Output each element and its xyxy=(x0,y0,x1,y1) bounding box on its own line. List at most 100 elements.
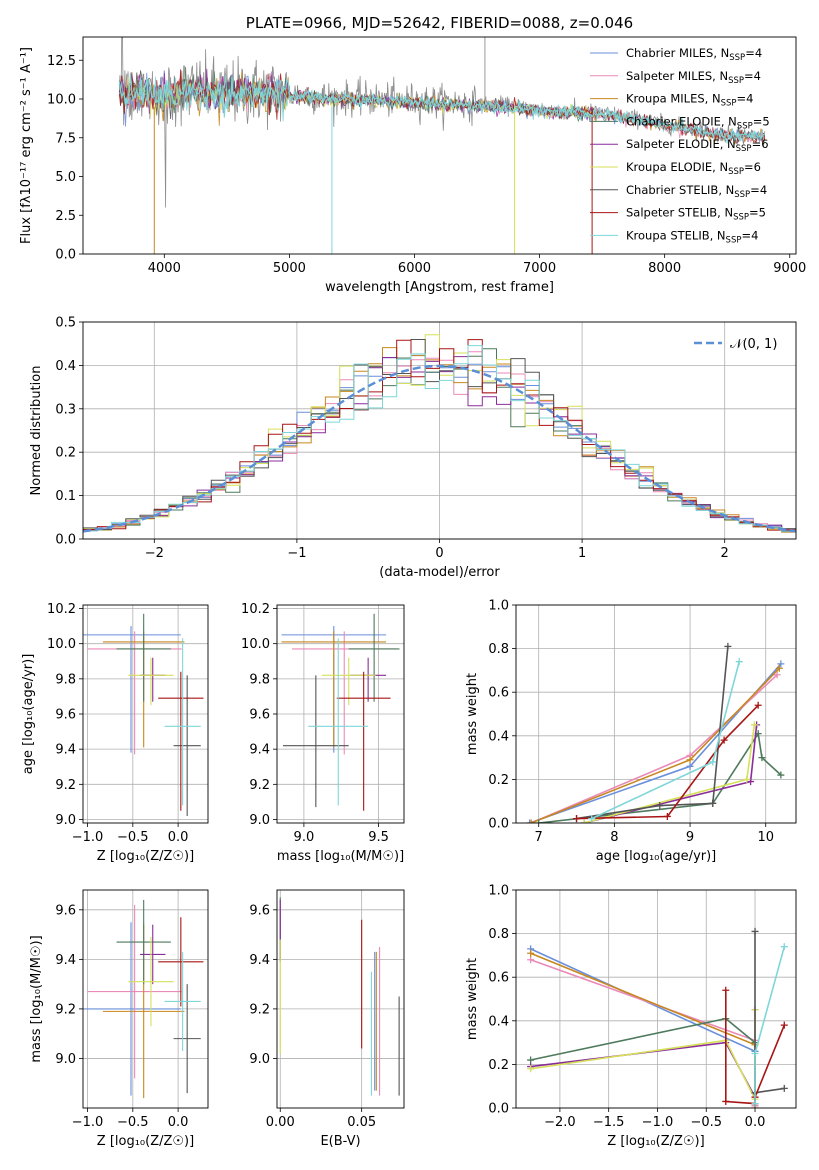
legend-entry: Kroupa MILES, NSSP=4 xyxy=(626,92,753,109)
y-tick-label: 10.2 xyxy=(47,602,76,617)
weight-line xyxy=(591,661,740,820)
weight-marker xyxy=(780,1084,788,1092)
weight-marker xyxy=(780,1021,788,1029)
x-tick-label: −1.5 xyxy=(593,1115,625,1130)
legend-nssp: 4 xyxy=(754,69,761,83)
y-tick-label: 9.2 xyxy=(249,778,270,793)
y-tick-label: 9.4 xyxy=(55,743,76,758)
y-tick-label: 9.2 xyxy=(55,1002,76,1017)
x-tick-label: 0 xyxy=(435,546,443,561)
legend-name: Kroupa STELIB xyxy=(626,228,710,242)
y-axis-label: Flux [fλ10⁻¹⁷ erg cm⁻² s⁻¹ A⁻¹] xyxy=(19,47,34,244)
extinction-mass-panel: 0.00 0.05 9.0 9.2 9.4 9.6 E(B-V) xyxy=(249,889,405,1149)
weight-line xyxy=(576,704,759,820)
legend-nssp: 4 xyxy=(751,228,758,242)
legend-nssp: 5 xyxy=(759,206,766,220)
legend-eq: = xyxy=(753,114,763,128)
weight-line xyxy=(576,646,729,820)
legend-subscript: SSP xyxy=(721,99,737,109)
y-tick-label: 0.4 xyxy=(55,359,76,374)
legend-entry: Salpeter ELODIE, NSSP=6 xyxy=(626,137,769,154)
legend-sep: , N xyxy=(712,69,728,83)
legend-name: Salpeter MILES xyxy=(626,69,712,83)
histogram-lines xyxy=(83,334,796,533)
legend-subscript: SSP xyxy=(736,144,752,154)
errorbar-group xyxy=(281,613,400,811)
y-tick-label: 10.0 xyxy=(241,637,270,652)
errorbar-group xyxy=(83,613,204,816)
weight-marker xyxy=(709,799,717,807)
observed-spectrum-line xyxy=(118,37,766,208)
y-axis-label: Normed distribution xyxy=(29,366,44,496)
weight-marker xyxy=(535,819,543,823)
y-tick-label: 9.8 xyxy=(55,672,76,687)
weight-line xyxy=(754,931,785,1104)
weight-marker xyxy=(722,986,730,994)
weight-marker xyxy=(686,756,694,764)
x-tick-label: 8 xyxy=(610,830,618,845)
x-axis-label: age [log₁₀(age/yr)] xyxy=(596,849,717,864)
legend-eq: = xyxy=(741,228,751,242)
x-tick-label: 7 xyxy=(535,830,543,845)
y-tick-label: 10.0 xyxy=(47,93,76,108)
y-tick-label: 10.2 xyxy=(241,602,270,617)
y-axis-label: mass weight xyxy=(465,958,480,1040)
y-tick-label: 9.2 xyxy=(55,778,76,793)
legend-entry: Salpeter STELIB, NSSP=5 xyxy=(626,206,766,223)
y-tick-label: 0.5 xyxy=(55,316,76,331)
plot-frame xyxy=(515,889,797,1109)
legend-eq: = xyxy=(744,160,754,174)
legend-sep: , N xyxy=(705,92,721,106)
errorbar-group xyxy=(279,897,400,1096)
plot-frame xyxy=(82,36,797,255)
legend-entry: Chabrier MILES, NSSP=4 xyxy=(626,46,762,63)
y-tick-label: 0.1 xyxy=(55,489,76,504)
y-tick-label: 9.6 xyxy=(55,708,76,723)
legend-nssp: 4 xyxy=(746,92,753,106)
legend-eq: = xyxy=(752,137,762,151)
weight-marker xyxy=(754,701,762,709)
weight-marker xyxy=(526,819,534,823)
weight-marker xyxy=(580,819,588,823)
weight-marker xyxy=(775,664,783,672)
legend-name: Kroupa ELODIE xyxy=(626,160,712,174)
y-axis-label: mass [log₁₀(M/M☉)] xyxy=(29,935,44,1062)
legend-subscript: SSP xyxy=(726,235,742,245)
weight-marker xyxy=(724,642,732,650)
legend-subscript: SSP xyxy=(733,213,749,223)
weight-line xyxy=(530,952,756,1108)
x-tick-label: 0.0 xyxy=(168,830,189,845)
legend-subscript: SSP xyxy=(728,167,744,177)
y-tick-label: 9.4 xyxy=(55,953,76,968)
y-tick-label: 0.2 xyxy=(488,773,509,788)
x-tick-label: 7000 xyxy=(523,261,556,276)
x-tick-label: −1 xyxy=(287,546,306,561)
x-axis-label: Z [log₁₀(Z/Z☉)] xyxy=(97,1134,194,1149)
weight-marker xyxy=(735,658,743,666)
x-tick-label: 1 xyxy=(578,546,586,561)
y-tick-label: 9.0 xyxy=(249,1052,270,1067)
y-tick-label: 0.4 xyxy=(488,729,509,744)
legend-entry: Kroupa ELODIE, NSSP=6 xyxy=(626,160,761,177)
x-tick-label: −1.0 xyxy=(72,830,104,845)
y-tick-label: 0.8 xyxy=(488,927,509,942)
chart-title: PLATE=0966, MJD=52642, FIBERID=0088, z=0… xyxy=(246,14,633,32)
x-tick-label: 0.0 xyxy=(745,1115,766,1130)
legend-subscript: SSP xyxy=(734,190,750,200)
weight-marker xyxy=(743,775,751,783)
y-tick-label: 0.6 xyxy=(488,686,509,701)
x-tick-label: −0.5 xyxy=(117,1115,149,1130)
x-tick-label: 9000 xyxy=(773,261,806,276)
x-axis-label: Z [log₁₀(Z/Z☉)] xyxy=(607,1134,704,1149)
mass-age-panel: 9.0 9.5 9.0 9.2 9.4 9.6 9.8 10.0 10.2 mass [log₁₀… xyxy=(241,602,405,864)
y-tick-label: 1.0 xyxy=(488,599,509,614)
weight-marker xyxy=(750,721,758,729)
x-tick-label: −0.5 xyxy=(690,1115,722,1130)
weight-marker xyxy=(780,943,788,951)
legend-subscript: SSP xyxy=(737,121,753,131)
weight-marker xyxy=(686,762,694,770)
legend-eq: = xyxy=(745,46,755,60)
weight-marker xyxy=(709,758,717,766)
y-tick-label: 1.0 xyxy=(488,884,509,899)
